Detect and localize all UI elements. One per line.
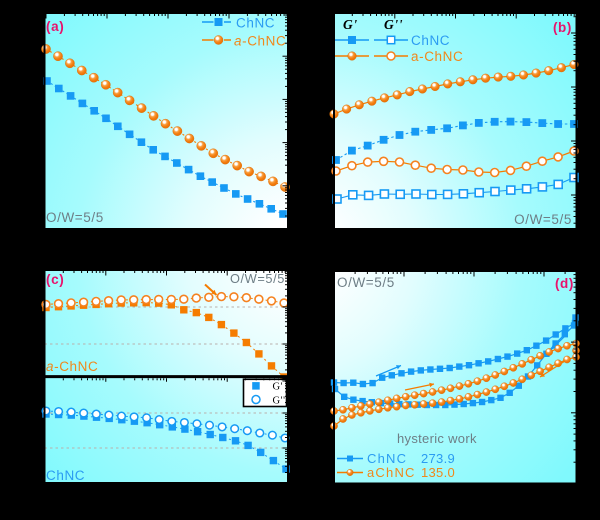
svg-text:G'': G'' [384,17,403,32]
svg-text:273.9: 273.9 [421,451,455,466]
svg-text:(b): (b) [553,20,572,35]
svg-text:a-ChNC: a-ChNC [46,359,98,374]
svg-text:a-ChNC: a-ChNC [411,49,463,64]
svg-text:ChNC: ChNC [46,468,85,483]
svg-text:aChNC: aChNC [367,465,416,480]
svg-text:G': G' [273,382,284,393]
svg-text:O/W=5/5: O/W=5/5 [514,212,572,227]
svg-text:135.0: 135.0 [421,465,455,480]
svg-text:O/W=5/5: O/W=5/5 [230,271,285,286]
svg-text:ChNC: ChNC [367,451,407,466]
svg-text:G'': G'' [273,395,286,406]
svg-text:ChNC: ChNC [411,33,450,48]
svg-text:O/W=5/5: O/W=5/5 [337,275,395,290]
svg-text:(d): (d) [555,276,574,291]
svg-text:a-ChNC: a-ChNC [234,34,286,49]
svg-text:(a): (a) [46,19,64,34]
svg-text:O/W=5/5: O/W=5/5 [46,210,104,225]
svg-text:hysteric work: hysteric work [397,431,477,446]
svg-text:(c): (c) [46,272,64,287]
svg-text:G': G' [343,17,358,32]
svg-text:ChNC: ChNC [236,16,275,31]
